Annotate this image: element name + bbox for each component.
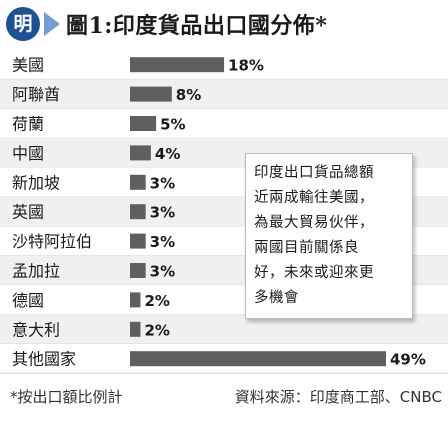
value-label: 5%	[160, 116, 185, 134]
value-label: 4%	[155, 145, 180, 163]
value-label: 3%	[150, 204, 175, 222]
category-label: 新加坡	[12, 173, 60, 192]
category-label: 荷蘭	[12, 115, 44, 134]
category-label: 其他國家	[12, 350, 76, 369]
bar	[130, 174, 146, 190]
value-label: 18%	[228, 57, 264, 75]
callout-line: 兩國目前關係良	[254, 240, 359, 256]
callout-line: 多機會	[254, 290, 299, 306]
bar	[130, 86, 172, 102]
category-label: 孟加拉	[12, 262, 60, 281]
value-label: 3%	[150, 263, 175, 281]
value-label: 2%	[144, 292, 169, 310]
bar	[130, 292, 141, 308]
category-label: 沙特阿拉伯	[12, 232, 92, 251]
chart-footer: *按出口額比例計 資料來源：印度商工部、CNBC	[0, 386, 448, 410]
category-label: 美國	[12, 56, 44, 75]
callout-box: 印度出口貨品總額 近兩成輸往美國， 為最大貿易伙伴， 兩國目前關係良 好，未來或…	[245, 153, 413, 319]
footnote: *按出口額比例計	[10, 388, 123, 406]
row-background	[0, 79, 448, 109]
bar	[130, 204, 146, 220]
ming-pao-logo: 明	[6, 7, 40, 41]
callout-line: 印度出口貨品總額	[254, 165, 374, 181]
bar	[130, 321, 141, 337]
bar	[130, 233, 146, 249]
chart-header: 明 圖1:印度貨品出口國分佈*	[0, 0, 448, 48]
callout-line: 近兩成輸往美國，	[254, 190, 374, 206]
category-label: 阿聯酋	[12, 85, 60, 104]
bar	[130, 351, 386, 367]
category-label: 德國	[12, 291, 44, 310]
bar	[130, 145, 151, 161]
value-label: 8%	[176, 86, 201, 104]
value-label: 2%	[144, 321, 169, 339]
source-credit: 資料來源：印度商工部、CNBC	[234, 388, 442, 406]
bar	[130, 57, 225, 73]
callout-line: 為最大貿易伙伴，	[254, 215, 374, 231]
value-label: 3%	[150, 174, 175, 192]
category-label: 意大利	[12, 320, 60, 339]
value-label: 49%	[390, 351, 426, 369]
value-label: 3%	[150, 233, 175, 251]
category-label: 中國	[12, 144, 44, 163]
category-label: 英國	[12, 203, 44, 222]
chart-title: 圖1:印度貨品出口國分佈*	[66, 13, 328, 39]
bar	[130, 116, 157, 131]
row-background	[0, 108, 448, 139]
bar	[130, 263, 146, 278]
row-background	[0, 314, 448, 344]
arrow-icon	[44, 12, 60, 36]
callout-line: 好，未來或迎來更	[254, 265, 374, 281]
